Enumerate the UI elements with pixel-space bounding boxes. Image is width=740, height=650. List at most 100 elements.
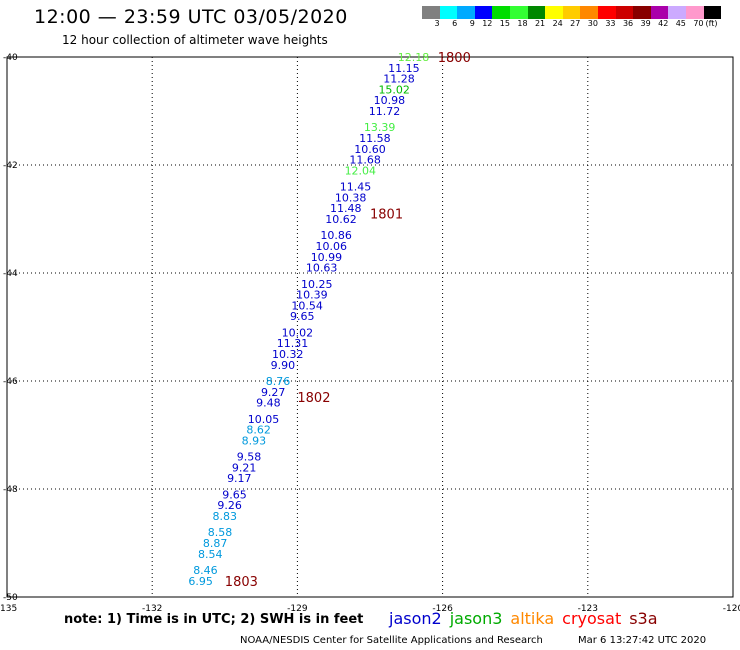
data-point-label: 8.93 — [242, 434, 267, 447]
y-tick-label: -46 — [3, 377, 18, 387]
color-scale-swatch — [474, 6, 493, 19]
data-point-label: 15.02 — [378, 83, 410, 96]
data-point-label: 11.45 — [340, 181, 372, 194]
x-tick-label: -129 — [287, 604, 308, 614]
color-scale-label: 42 — [658, 19, 669, 28]
color-scale-label: 27 — [570, 19, 581, 28]
data-point-label: 8.46 — [193, 564, 218, 577]
page-title: 12:00 — 23:59 UTC 03/05/2020 — [34, 6, 348, 28]
page-subtitle: 12 hour collection of altimeter wave hei… — [62, 33, 328, 47]
data-point-label: 10.02 — [282, 326, 314, 339]
satellite-legend-item: jason2 — [389, 609, 442, 628]
color-scale-swatch — [633, 6, 651, 19]
satellite-legend-item: jason3 — [449, 609, 503, 628]
data-point-label: 10.86 — [320, 229, 352, 242]
color-scale-label: 33 — [605, 19, 616, 28]
data-point-label: 9.58 — [237, 451, 262, 464]
color-scale-label: 18 — [517, 19, 528, 28]
data-point-label: 10.54 — [291, 299, 323, 312]
satellite-legend-item: s3a — [629, 609, 658, 628]
y-tick-label: -44 — [3, 269, 18, 279]
color-scale-swatch — [439, 6, 458, 19]
data-point-label: 9.65 — [290, 310, 315, 323]
data-point-label: 13.39 — [364, 121, 396, 134]
color-scale-swatch — [422, 6, 440, 19]
color-scale-label: 9 — [469, 19, 475, 28]
color-scale-label: 3 — [434, 19, 440, 28]
footer-note: note: 1) Time is in UTC; 2) SWH is in fe… — [64, 612, 364, 627]
color-scale-label: 21 — [534, 19, 546, 28]
color-scale-swatch — [562, 6, 581, 19]
data-point-label: 12.18 — [398, 51, 430, 64]
data-point-label: 10.39 — [296, 289, 328, 302]
x-tick-label: -132 — [142, 604, 162, 614]
color-scale-label: 15 — [499, 19, 510, 28]
data-point-label: 10.32 — [272, 348, 304, 361]
color-scale-swatch — [527, 6, 546, 19]
color-scale-legend: 3 6 9 12 15 18 21 24 27 30 33 36 39 42 45 70 (ft) — [422, 6, 722, 28]
color-scale-swatch — [685, 6, 704, 19]
data-point-label: 9.17 — [227, 472, 252, 485]
footer-timestamp: Mar 6 13:27:42 UTC 2020 — [578, 635, 707, 646]
data-point-label: 8.87 — [203, 537, 228, 550]
y-tick-label: -48 — [3, 485, 18, 495]
data-point-label: 11.48 — [330, 202, 362, 215]
color-scale-swatch — [509, 6, 528, 19]
color-scale-label: 24 — [552, 19, 563, 28]
data-point-label: 11.31 — [277, 337, 309, 350]
color-scale-unit: (ft) — [705, 19, 718, 28]
color-scale-swatch — [580, 6, 598, 19]
time-marker-label: 1803 — [225, 575, 258, 590]
data-point-label: 9.27 — [261, 386, 286, 399]
color-scale-label: 45 — [675, 19, 686, 28]
data-point-label: 10.62 — [325, 213, 357, 226]
data-point-label: 10.05 — [248, 413, 280, 426]
color-scale-swatches — [422, 6, 722, 19]
data-point-label: 10.25 — [301, 278, 333, 291]
data-point-label: 10.98 — [374, 94, 406, 107]
x-tick-label: -123 — [578, 604, 598, 614]
data-point-label: 11.68 — [349, 154, 381, 167]
satellite-legend-item: altika — [510, 609, 555, 628]
data-point-label: 6.95 — [188, 575, 213, 588]
data-point-label: 10.63 — [306, 262, 338, 275]
color-scale-swatch — [457, 6, 475, 19]
data-point-label: 10.06 — [316, 240, 348, 253]
data-point-label: 9.90 — [271, 359, 296, 372]
data-point-label: 8.76 — [266, 375, 291, 388]
data-point-label: 9.65 — [222, 488, 247, 501]
data-point-label: 9.26 — [217, 499, 242, 512]
color-scale-label: 70 — [693, 19, 704, 28]
y-tick-label: -42 — [3, 161, 18, 171]
data-point-label: 8.58 — [208, 526, 233, 539]
time-marker-label: 1802 — [297, 391, 330, 406]
color-scale-swatch — [615, 6, 634, 19]
plot-frame — [6, 56, 734, 598]
data-point-label: 9.21 — [232, 461, 257, 474]
color-scale-label: 30 — [587, 19, 598, 28]
color-scale-labels: 3 6 9 12 15 18 21 24 27 30 33 36 39 42 45 70 (ft) — [422, 19, 721, 28]
x-tick-label: -126 — [432, 604, 453, 614]
color-scale-swatch — [703, 6, 722, 19]
data-point-label: 9.48 — [256, 397, 281, 410]
satellite-legend: jason2 jason3 altika cryosat s3a — [389, 609, 666, 628]
footer-credit: NOAA/NESDIS Center for Satellite Applica… — [240, 635, 543, 646]
data-point-label: 11.58 — [359, 132, 391, 145]
time-marker-label: 1800 — [438, 51, 471, 66]
y-tick-label: -40 — [3, 53, 18, 63]
time-marker-label: 1801 — [370, 208, 403, 223]
data-point-label: 11.28 — [383, 73, 415, 86]
y-tick-label: -50 — [3, 593, 18, 603]
data-point-label: 10.60 — [354, 143, 386, 156]
data-point-label: 11.15 — [388, 62, 420, 75]
color-scale-swatch — [492, 6, 510, 19]
color-scale-label: 39 — [640, 19, 651, 28]
data-point-label: 8.83 — [213, 510, 238, 523]
satellite-legend-item: cryosat — [562, 609, 622, 628]
x-tick-label: -120 — [723, 604, 740, 614]
x-tick-label: -135 — [0, 604, 17, 614]
data-point-label: 10.99 — [311, 251, 343, 264]
color-scale-swatch — [650, 6, 669, 19]
color-scale-label: 36 — [622, 19, 634, 28]
